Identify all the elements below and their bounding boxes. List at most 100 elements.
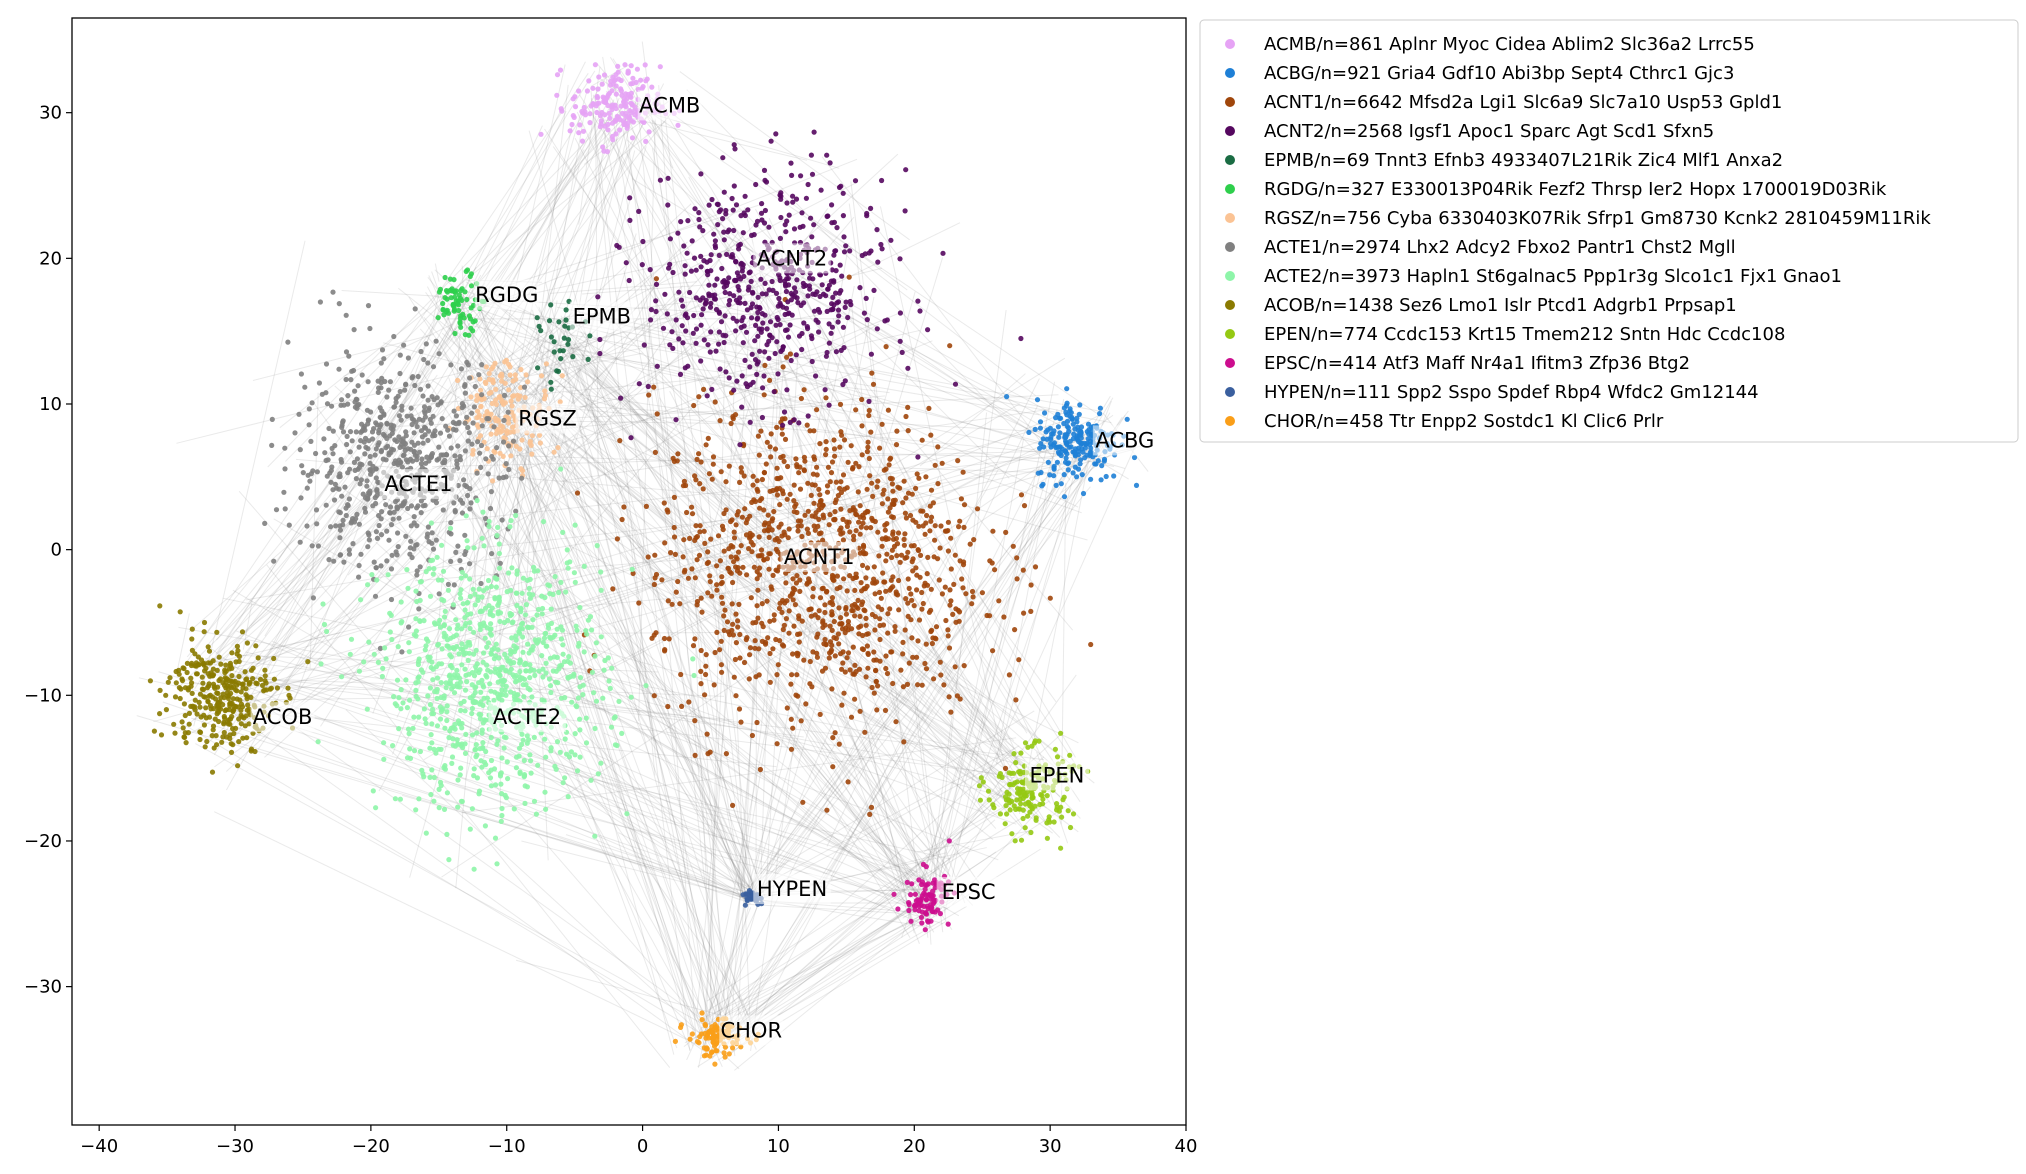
data-point	[448, 295, 454, 301]
data-point	[451, 582, 457, 588]
data-point	[522, 800, 528, 807]
edge	[597, 359, 1115, 468]
data-point	[783, 580, 789, 586]
data-point	[779, 642, 786, 648]
data-point	[899, 349, 905, 355]
data-point	[538, 131, 544, 137]
data-point	[780, 364, 786, 370]
data-point	[700, 228, 706, 234]
data-point	[624, 96, 630, 102]
data-point	[720, 216, 726, 222]
data-point	[358, 551, 364, 557]
data-point	[559, 627, 566, 633]
data-point	[779, 609, 785, 616]
data-point	[902, 531, 908, 537]
data-point	[919, 589, 925, 596]
data-point	[852, 507, 858, 514]
data-point	[832, 730, 838, 736]
data-point	[774, 672, 780, 678]
data-point	[1048, 436, 1054, 442]
data-point	[415, 440, 421, 446]
data-point	[365, 582, 371, 588]
edge	[464, 125, 543, 290]
data-point	[190, 703, 196, 709]
data-point	[892, 628, 898, 634]
data-point	[441, 630, 447, 636]
data-point	[879, 177, 885, 184]
data-point	[698, 681, 704, 687]
data-point	[864, 631, 870, 637]
edge	[821, 156, 1071, 481]
data-point	[876, 553, 882, 559]
data-point	[790, 193, 796, 199]
data-point	[864, 317, 870, 323]
data-point	[465, 657, 471, 664]
data-point	[1004, 394, 1010, 400]
data-point	[688, 268, 695, 274]
data-point	[222, 670, 228, 676]
data-point	[201, 722, 207, 728]
data-point	[397, 796, 403, 802]
data-point	[744, 516, 750, 523]
data-point	[794, 672, 800, 678]
data-point	[1001, 614, 1007, 620]
data-point	[738, 465, 744, 471]
data-point	[577, 754, 583, 760]
data-point	[1070, 421, 1076, 427]
data-point	[714, 563, 720, 569]
data-point	[767, 319, 774, 325]
data-point	[719, 594, 725, 600]
data-point	[449, 686, 455, 692]
data-point	[815, 631, 821, 637]
data-point	[407, 551, 413, 557]
data-point	[713, 348, 719, 354]
data-point	[1011, 751, 1017, 757]
edge	[443, 351, 757, 1050]
data-point	[475, 408, 481, 414]
data-point	[521, 694, 527, 700]
data-point	[331, 558, 337, 564]
data-point	[1098, 477, 1104, 483]
data-point	[745, 287, 752, 293]
data-point	[888, 649, 894, 655]
data-point	[516, 753, 522, 759]
data-point	[897, 559, 903, 565]
data-point	[1037, 419, 1044, 425]
data-point	[811, 428, 817, 434]
data-point	[675, 578, 681, 585]
data-point	[455, 777, 461, 783]
data-point	[699, 312, 705, 318]
data-point	[453, 549, 459, 556]
data-point	[614, 742, 620, 749]
data-point	[806, 283, 813, 289]
data-point	[798, 173, 804, 179]
data-point	[237, 697, 243, 703]
data-point	[430, 433, 436, 439]
data-point	[508, 398, 514, 404]
edge	[284, 723, 943, 925]
data-point	[802, 512, 808, 518]
data-point	[979, 590, 986, 596]
data-point	[938, 672, 944, 678]
data-point	[718, 319, 725, 325]
data-point	[796, 639, 802, 645]
data-point	[416, 674, 422, 680]
edge	[508, 330, 552, 582]
data-point	[262, 673, 268, 679]
data-point	[905, 404, 911, 410]
data-point	[814, 407, 820, 413]
data-point	[1133, 482, 1140, 488]
data-point	[769, 586, 775, 592]
data-point	[373, 500, 379, 507]
edge	[624, 151, 1008, 741]
data-point	[510, 393, 516, 399]
edge	[603, 732, 943, 888]
data-point	[387, 379, 393, 385]
data-point	[248, 667, 255, 673]
data-point	[812, 612, 818, 618]
data-point	[952, 552, 958, 558]
data-point	[1014, 576, 1020, 582]
edge	[756, 445, 1102, 900]
data-point	[814, 650, 820, 656]
data-point	[735, 299, 741, 306]
